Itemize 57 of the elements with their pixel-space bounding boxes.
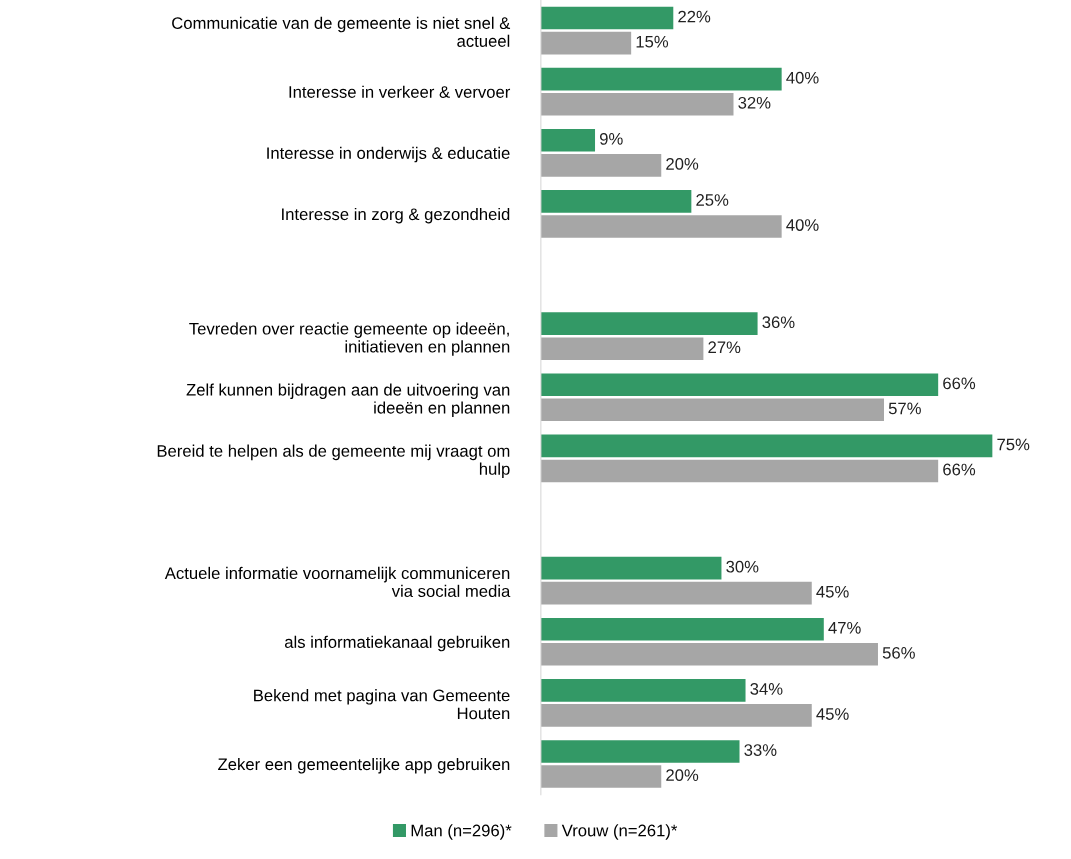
bar [540,765,662,788]
bar [540,215,782,238]
y-tick-label: Bereid te helpen als de gemeente mij vraagt om hulp [157,444,510,479]
data-label: 40% [786,219,819,231]
y-tick-label: Zeker een gemeentelijke app gebruiken [218,757,510,774]
bar [540,190,692,213]
bar [540,154,662,177]
data-label: 45% [816,708,849,720]
bar [540,679,746,702]
y-tick-label: Tevreden over reactie gemeente op ideeën, initiatieven en plannen [189,322,510,356]
y-tick-label: Interesse in verkeer & vervoer [289,85,511,98]
data-label: 15% [636,35,669,48]
bar [540,92,734,116]
y-tick-label: Interesse in zorg & gezondheid [282,207,510,224]
bar [540,642,878,666]
data-label: 33% [744,744,777,756]
bar [540,128,596,152]
bar [540,398,884,422]
data-label: 20% [666,769,699,782]
y-tick-label: Zelf kunnen bijdragen aan de uitvoering van ideeën en plannen [186,383,510,417]
bar [540,67,782,91]
legend-label: Man (n=296)* [411,824,512,840]
data-label: 34% [750,683,783,695]
data-label: 40% [786,71,819,84]
bar [540,373,939,397]
bar [540,617,824,641]
data-label: 32% [738,96,771,109]
bar [540,459,939,483]
y-tick-label: Communicatie van de gemeente is niet snel & actueel [172,16,511,47]
data-label: 66% [943,463,976,476]
data-label: 22% [678,10,711,23]
bar [540,6,674,30]
bar [540,556,722,580]
data-label: 30% [726,560,759,573]
data-label: 47% [828,621,861,634]
bar [540,312,758,335]
data-label: 36% [762,316,795,329]
bar [540,31,632,55]
data-label: 45% [816,585,849,598]
y-tick-label: Bekend met pagina van Gemeente Houten [254,689,510,720]
legend-label: Vrouw (n=261)* [561,824,678,840]
data-label: 20% [666,158,699,170]
data-label: 66% [943,377,976,390]
bar [540,434,993,458]
y-tick-label: als informatiekanaal gebruiken [284,635,510,652]
bar [540,581,812,605]
data-label: 27% [708,341,741,354]
data-label: 75% [997,438,1030,451]
bar [540,704,812,727]
data-label: 57% [888,402,921,415]
bar [540,740,740,763]
y-tick-label: Interesse in onderwijs & educatie [267,146,510,163]
bar [540,337,704,360]
y-tick-label: Actuele informatie voornamelijk communiceren via social media [164,566,511,598]
data-label: 56% [882,646,915,659]
data-label: 25% [696,194,729,206]
data-label: 9% [599,132,623,145]
